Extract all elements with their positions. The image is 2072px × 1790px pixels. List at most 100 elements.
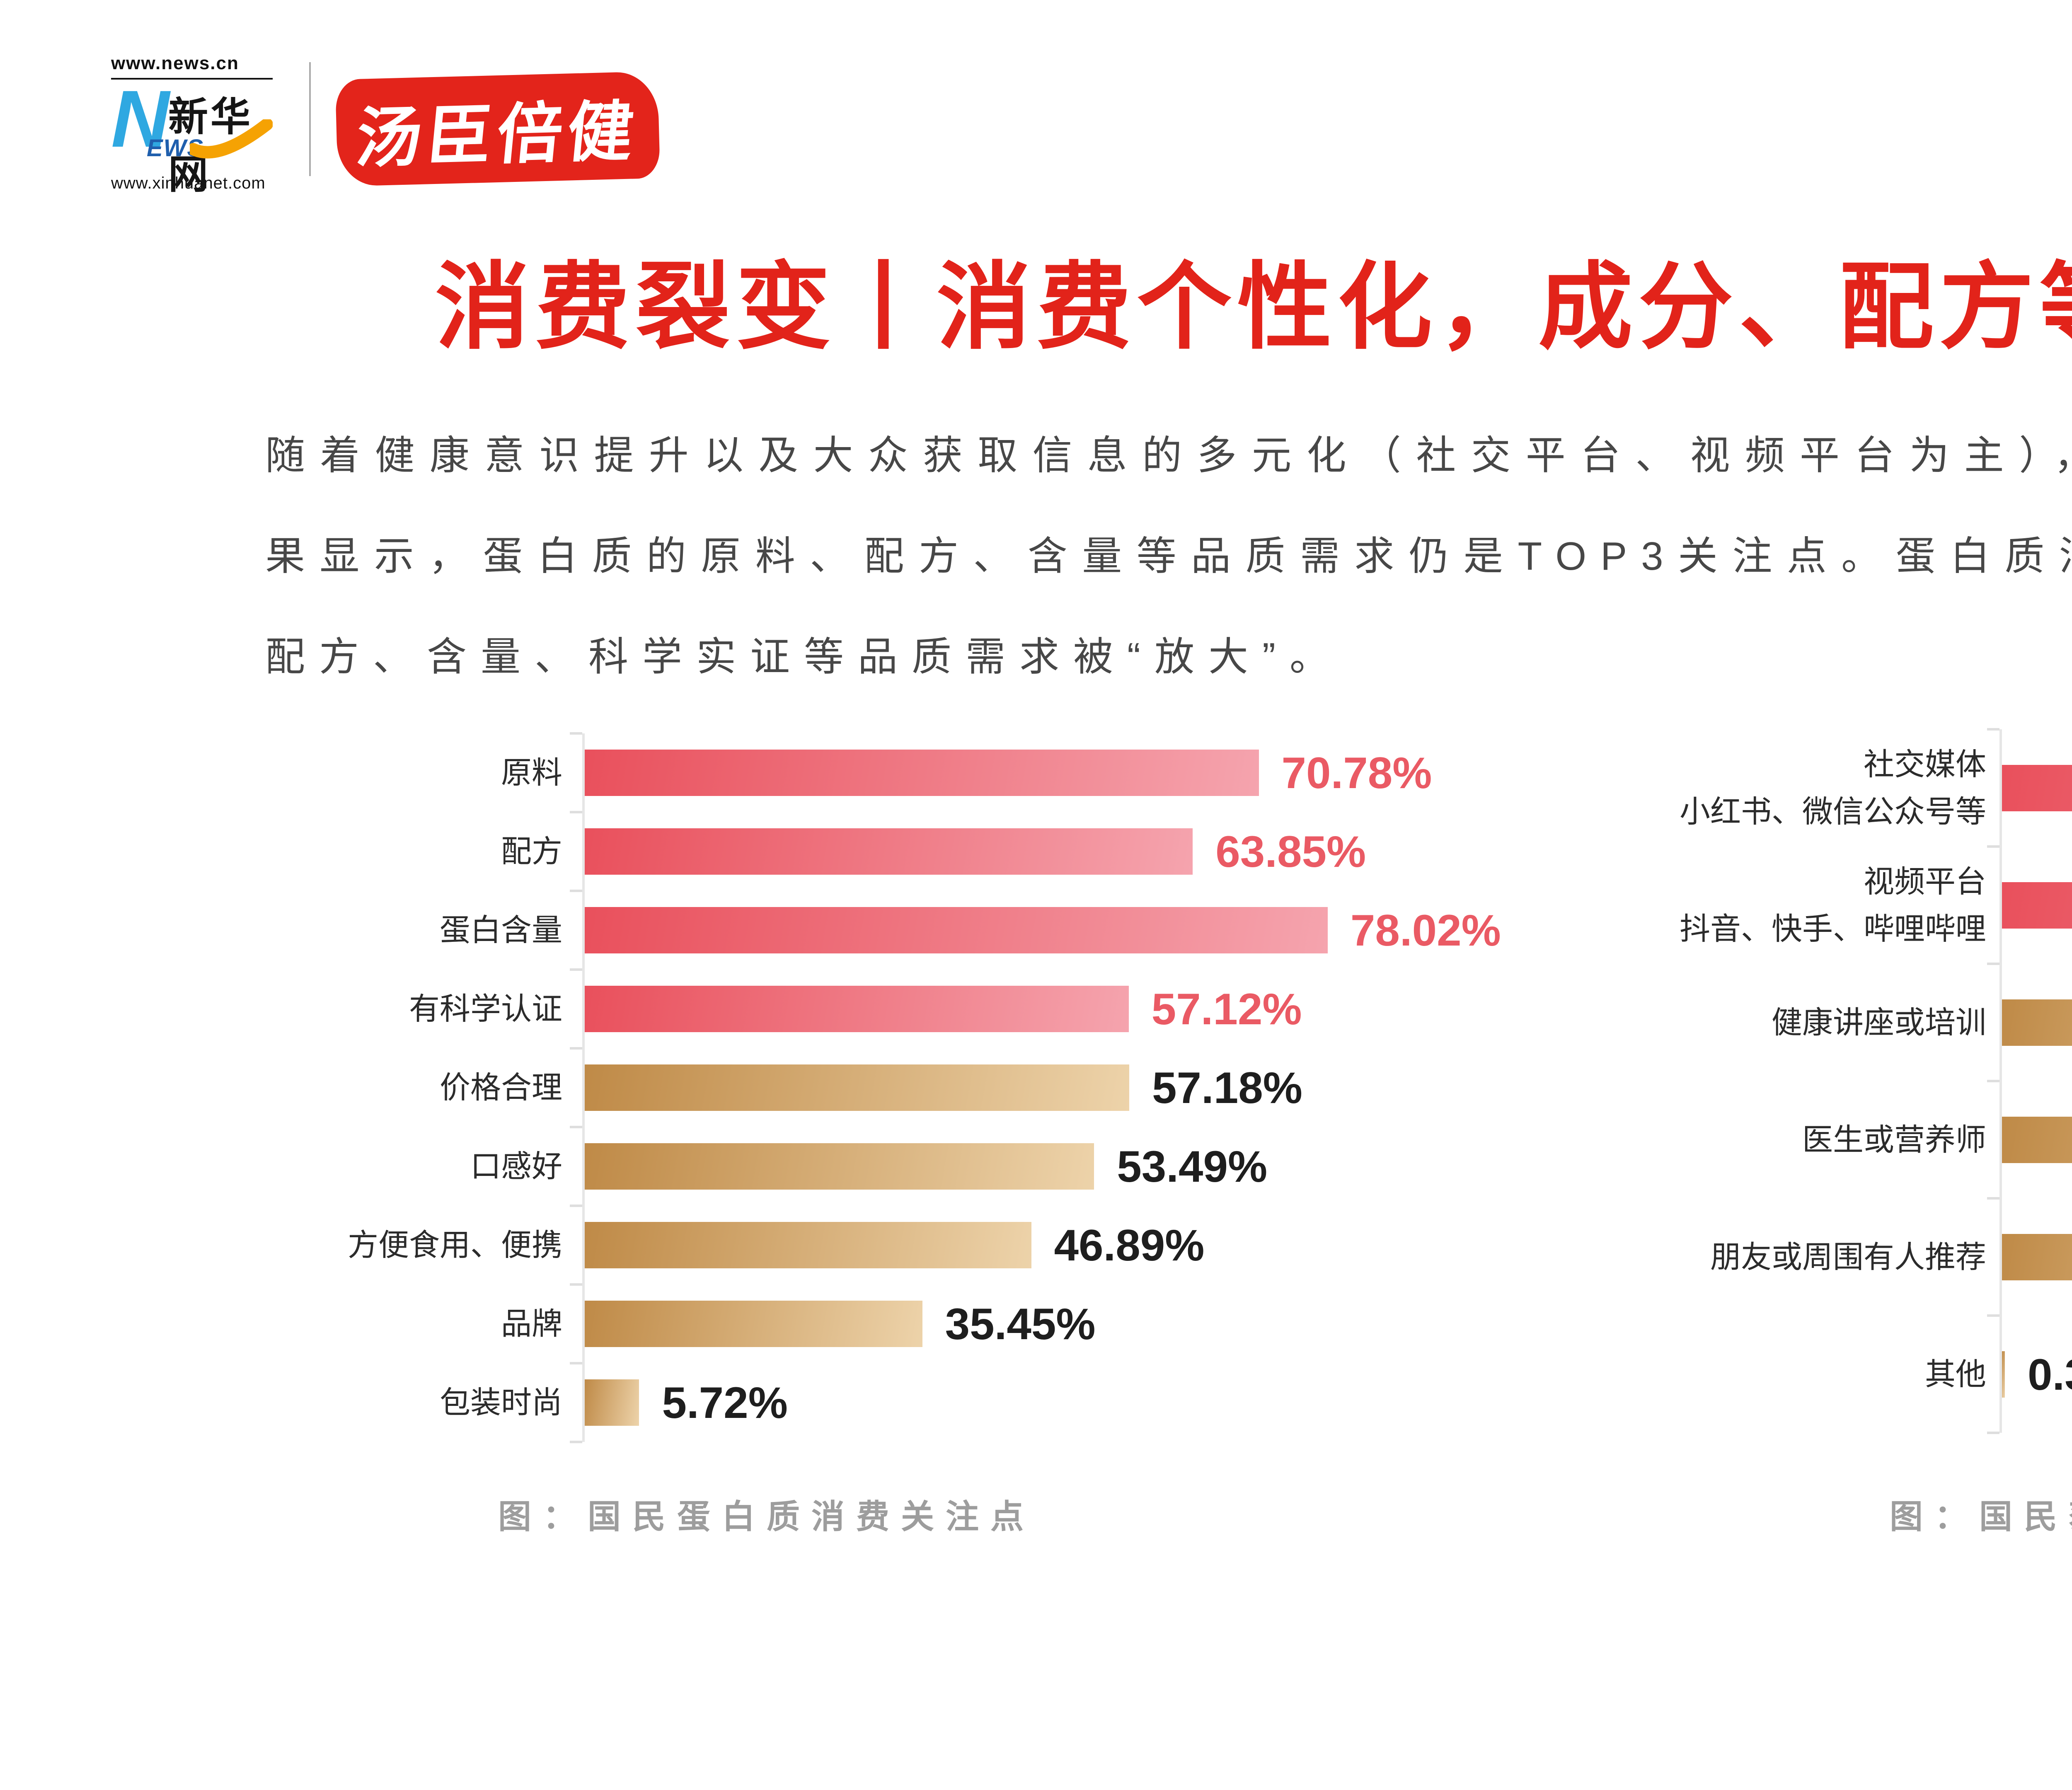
category-label: 社交媒体小红书、微信公众号等	[1600, 729, 1999, 847]
value-label: 57.12%	[1151, 984, 1302, 1034]
category-label: 医生或营养师	[1600, 1081, 1999, 1198]
axis-tick	[570, 1362, 582, 1364]
category-label-line: 其他	[1925, 1357, 1986, 1391]
bar	[2002, 882, 2072, 929]
category-label-line: 配方	[501, 834, 562, 868]
chart-row: 朋友或周围有人推荐 41.30%	[1600, 1198, 2072, 1316]
category-label-line: 方便食用、便携	[348, 1228, 562, 1262]
axis-tick	[1987, 1314, 1999, 1317]
bar-track: 57.12%	[582, 970, 1537, 1048]
category-label: 原料	[265, 733, 582, 812]
news-letter-n: N	[111, 74, 169, 164]
axis-tick	[570, 811, 582, 813]
bar-track: 51.84%	[1999, 1081, 2072, 1198]
category-label-line: 社交媒体	[1864, 747, 1986, 781]
value-label: 0.32%	[2027, 1349, 2072, 1399]
bar-track: 5.72%	[582, 1363, 1537, 1442]
category-label-line: 蛋白含量	[440, 913, 562, 947]
chart-row: 配方 63.85%	[265, 812, 1807, 891]
bar-track: 35.45%	[582, 1284, 1537, 1363]
brand-logo-text: 汤臣倍健	[353, 94, 641, 175]
bar-track: 80.18%	[1999, 729, 2072, 847]
category-label: 有科学认证	[265, 970, 582, 1048]
axis-tick	[570, 968, 582, 971]
bar	[585, 750, 1259, 796]
category-label: 蛋白含量	[265, 891, 582, 970]
chart-row: 有科学认证 57.12%	[265, 970, 1807, 1048]
intro-paragraph: 随着健康意识提升以及大众获取信息的多元化（社交平台、视频平台为主），蛋白质消费需…	[265, 433, 2072, 679]
value-label: 78.02%	[1350, 905, 1501, 955]
value-label: 46.89%	[1054, 1220, 1205, 1270]
news-url-top: www.news.cn	[111, 53, 273, 80]
xinhuanet-logo: www.news.cn N 新华网 EWS www.xinhuanet.com	[111, 53, 273, 197]
chart-caption-left: 图：国民蛋白质消费关注点	[498, 1498, 1035, 1535]
category-label: 包装时尚	[265, 1363, 582, 1442]
axis-tick	[1987, 1432, 1999, 1434]
chart-row: 其他 0.32%	[1600, 1316, 2072, 1433]
axis-tick	[570, 1047, 582, 1050]
chart-row: 口感好 53.49%	[265, 1127, 1807, 1206]
news-logo-mark: N 新华网 EWS	[111, 74, 273, 197]
value-label: 5.72%	[662, 1378, 788, 1427]
category-label: 品牌	[265, 1284, 582, 1363]
category-label-line: 小红书、微信公众号等	[1680, 794, 1986, 829]
bar	[585, 986, 1129, 1032]
byhealth-brand-logo: 汤臣倍健	[335, 71, 661, 187]
bar-track: 82.72%	[1999, 847, 2072, 964]
chart-row: 方便食用、便携 46.89%	[265, 1206, 1807, 1284]
axis-tick	[1987, 728, 1999, 731]
chart-row: 原料 70.78%	[265, 733, 1807, 812]
axis-tick	[570, 890, 582, 892]
category-label: 配方	[265, 812, 582, 891]
orange-swoosh-icon	[187, 118, 273, 167]
chart-row: 包装时尚 5.72%	[265, 1363, 1807, 1442]
bar-track: 53.49%	[582, 1127, 1537, 1206]
bar-track: 43.65%	[1999, 964, 2072, 1081]
news-site-name: 新华网	[168, 95, 253, 197]
bar	[585, 907, 1328, 953]
category-label-line: 原料	[501, 755, 562, 790]
bar	[2002, 1116, 2072, 1163]
category-label-line: 健康讲座或培训	[1772, 1005, 1986, 1040]
news-url-bottom: www.xinhuanet.com	[111, 174, 266, 192]
chart-row: 蛋白含量 78.02%	[265, 891, 1807, 970]
axis-tick	[570, 1126, 582, 1128]
bar-track: 41.30%	[1999, 1198, 2072, 1316]
category-label: 其他	[1600, 1316, 1999, 1433]
category-label-line: 视频平台	[1864, 864, 1986, 899]
axis-tick	[1987, 845, 1999, 848]
bar	[585, 1143, 1094, 1190]
chart-rows: 原料 70.78% 配方 63.85% 蛋白含量 78.02% 有科学认证 57.12% 价格合…	[265, 732, 1807, 1443]
category-label-line: 品牌	[501, 1306, 562, 1341]
bar	[585, 1379, 639, 1426]
value-label: 70.78%	[1281, 748, 1432, 798]
chart-row: 健康讲座或培训 43.65%	[1600, 964, 2072, 1081]
logo-divider	[309, 62, 311, 176]
axis-tick	[570, 732, 582, 735]
category-label: 方便食用、便携	[265, 1206, 582, 1284]
bar-track: 78.02%	[582, 891, 1537, 970]
bar	[2002, 764, 2072, 811]
category-label: 价格合理	[265, 1048, 582, 1127]
category-label: 健康讲座或培训	[1600, 964, 1999, 1081]
category-label-line: 抖音、快手、哔哩哔哩	[1680, 911, 1986, 946]
bar-track: 46.89%	[582, 1206, 1537, 1284]
chart-row: 品牌 35.45%	[265, 1284, 1807, 1363]
value-label: 53.49%	[1117, 1142, 1268, 1191]
chart-rows: 社交媒体小红书、微信公众号等80.18%视频平台抖音、快手、哔哩哔哩82.72%…	[1600, 728, 2072, 1434]
chart-protein-focus: 原料 70.78% 配方 63.85% 蛋白含量 78.02% 有科学认证 57.12% 价格合…	[265, 732, 1807, 1443]
axis-tick	[570, 1283, 582, 1286]
chart-row: 医生或营养师 51.84%	[1600, 1081, 2072, 1198]
page-title: 消费裂变丨消费个性化，成分、配方等关注被“放大”	[435, 255, 2072, 360]
axis-tick	[1987, 1197, 1999, 1200]
bar	[585, 1222, 1031, 1268]
bar-track: 63.85%	[582, 812, 1537, 891]
category-label-line: 价格合理	[440, 1070, 562, 1105]
category-label: 朋友或周围有人推荐	[1600, 1198, 1999, 1316]
bar	[2002, 999, 2072, 1046]
bar	[585, 828, 1193, 875]
chart-row: 价格合理 57.18%	[265, 1048, 1807, 1127]
bar-track: 0.32%	[1999, 1316, 2072, 1433]
